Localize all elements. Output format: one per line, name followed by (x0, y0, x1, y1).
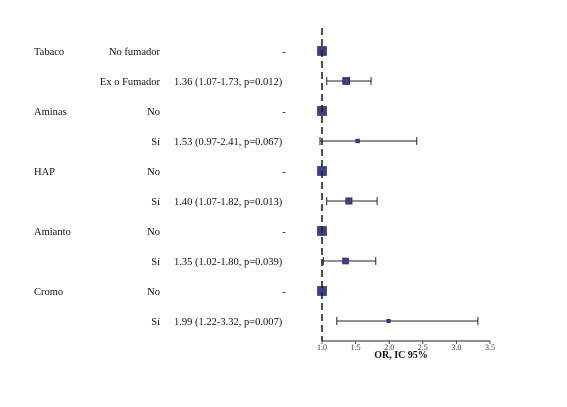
x-tick-label: 3.5 (485, 343, 495, 352)
estimate-text: - (282, 287, 286, 298)
level-label: No (147, 287, 160, 298)
group-label: Amianto (34, 227, 71, 238)
or-marker (355, 138, 360, 144)
or-marker (386, 319, 391, 323)
estimate-text: - (282, 107, 286, 118)
estimate-text: 1.53 (0.97-2.41, p=0.067) (174, 137, 283, 148)
x-tick-label: 1.0 (317, 343, 327, 352)
level-label: No fumador (109, 47, 161, 58)
x-tick-label: 1.5 (351, 343, 361, 352)
estimate-text: 1.99 (1.22-3.32, p=0.007) (174, 317, 283, 328)
level-label: Sí (151, 137, 160, 148)
level-label: Sí (151, 197, 160, 208)
level-label: No (147, 167, 160, 178)
estimate-text: - (282, 47, 286, 58)
or-marker (342, 77, 351, 85)
estimate-text: 1.36 (1.07-1.73, p=0.012) (174, 77, 283, 88)
or-marker (342, 257, 349, 265)
group-label: Tabaco (34, 47, 64, 58)
x-axis-title: OR, IC 95% (374, 350, 428, 361)
estimate-text: 1.35 (1.02-1.80, p=0.039) (174, 257, 283, 268)
group-label: Cromo (34, 287, 63, 298)
x-tick-label: 2.0 (384, 343, 394, 352)
estimate-text: - (282, 167, 286, 178)
level-label: Sí (151, 317, 160, 328)
level-label: No (147, 107, 160, 118)
estimate-text: 1.40 (1.07-1.82, p=0.013) (174, 197, 283, 208)
level-label: Sí (151, 257, 160, 268)
x-axis: 1.0 1.5 2.0 2.5 3.0 3.5 (317, 28, 495, 352)
group-label: HAP (34, 167, 55, 178)
x-tick-label: 3.0 (451, 343, 461, 352)
level-label: No (147, 227, 160, 238)
rows-layer: Tabaco No fumador - Ex o Fumador 1.36 (1.07-… (34, 46, 479, 328)
estimate-text: - (282, 227, 286, 238)
x-tick-label: 2.5 (418, 343, 428, 352)
group-label: Aminas (34, 107, 67, 118)
level-label: Ex o Fumador (100, 77, 161, 88)
or-marker (345, 197, 353, 205)
